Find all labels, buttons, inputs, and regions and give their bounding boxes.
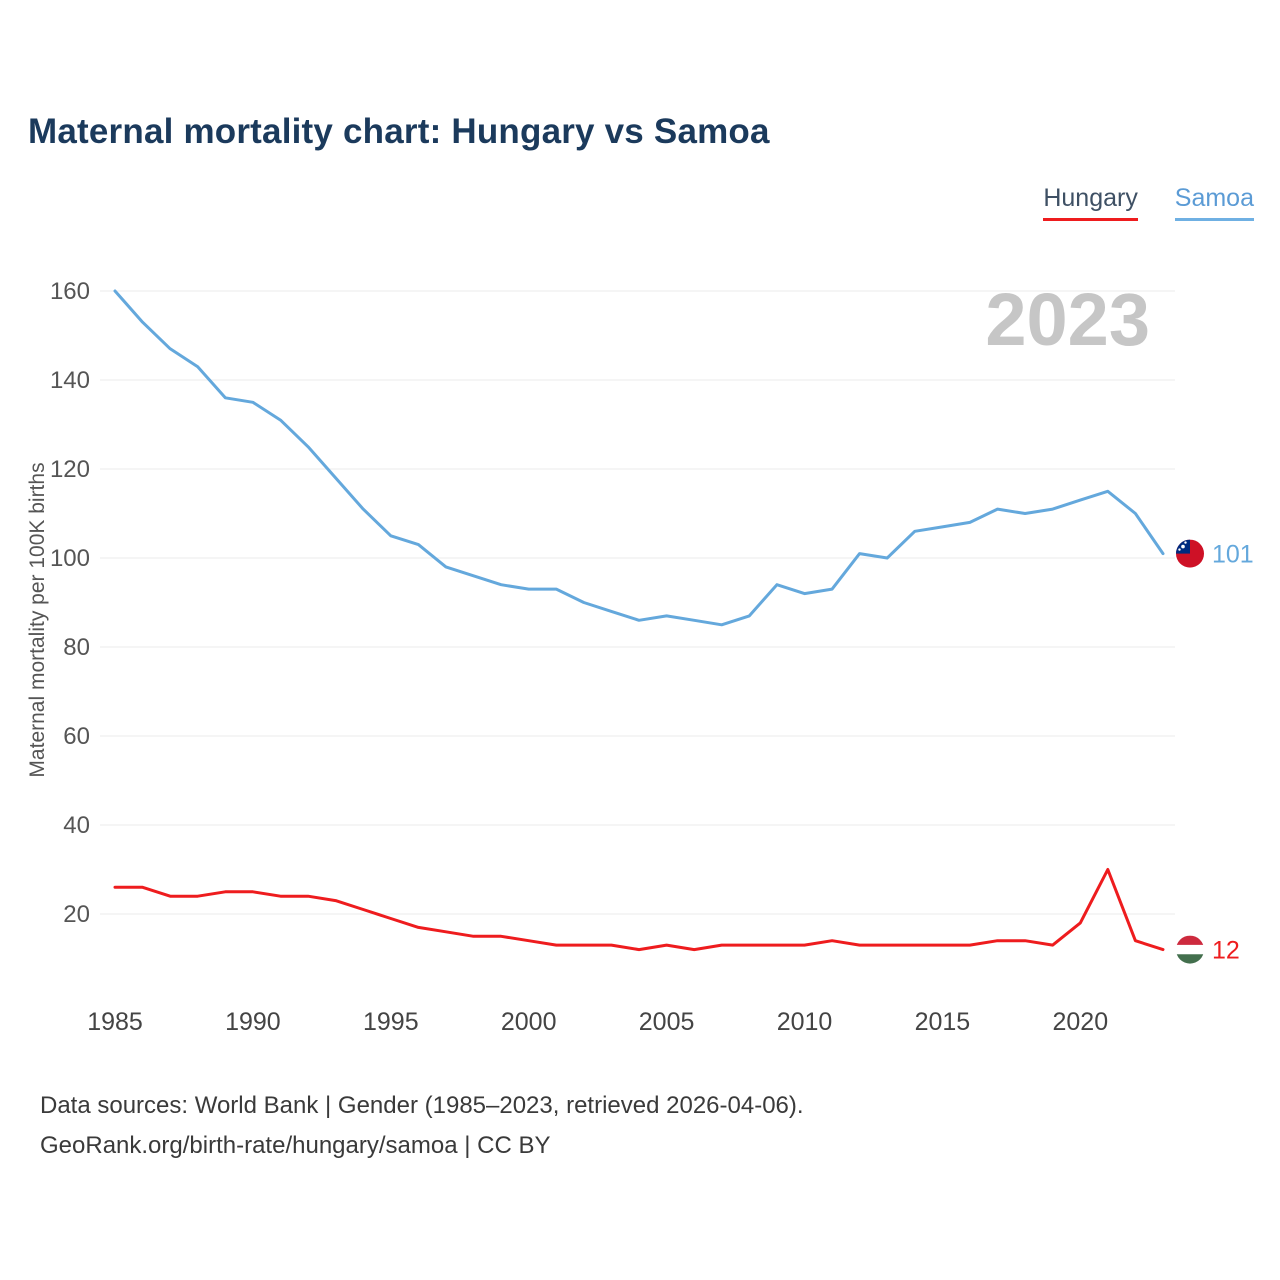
footer-sources: Data sources: World Bank | Gender (1985–… <box>40 1092 804 1119</box>
footer-attribution: GeoRank.org/birth-rate/hungary/samoa | C… <box>40 1132 551 1159</box>
x-tick-label: 2020 <box>1052 1008 1108 1036</box>
hungary-end-value: 12 <box>1212 937 1240 965</box>
watermark-year: 2023 <box>985 278 1150 361</box>
line-chart: 20 40 60 80 100 120 140 160 2023 1985 1990 1995 2000… <box>0 230 1280 1070</box>
y-tick-label: 100 <box>50 545 90 572</box>
hungary-line <box>113 868 1165 952</box>
y-axis-label: Maternal mortality per 100K births <box>26 462 49 777</box>
samoa-flag-icon <box>1176 539 1204 568</box>
samoa-line <box>113 289 1165 627</box>
x-tick-label: 2005 <box>639 1008 695 1036</box>
y-tick-label: 80 <box>63 634 90 661</box>
x-tick-label: 2000 <box>501 1008 557 1036</box>
footer: Data sources: World Bank | Gender (1985–… <box>40 1086 804 1166</box>
x-tick-label: 1985 <box>87 1008 143 1036</box>
hungary-flag-icon <box>1176 935 1204 964</box>
chart-title: Maternal mortality chart: Hungary vs Sam… <box>28 112 770 151</box>
y-tick-label: 140 <box>50 367 90 394</box>
y-tick-label: 60 <box>63 723 90 750</box>
legend-item-samoa[interactable]: Samoa <box>1174 184 1254 221</box>
x-tick-label: 2015 <box>915 1008 971 1036</box>
x-tick-label: 2010 <box>777 1008 833 1036</box>
y-tick-label: 40 <box>63 812 90 839</box>
y-tick-label: 120 <box>50 456 90 483</box>
chart-svg: 20 40 60 80 100 120 140 160 2023 1985 1990 1995 2000… <box>26 278 1254 1036</box>
x-tick-label: 1990 <box>225 1008 281 1036</box>
y-tick-label: 160 <box>50 278 90 305</box>
x-tick-label: 1995 <box>363 1008 419 1036</box>
legend: Hungary Samoa <box>1013 184 1254 221</box>
y-tick-label: 20 <box>63 901 90 928</box>
legend-item-hungary[interactable]: Hungary <box>1043 184 1138 221</box>
samoa-end-value: 101 <box>1212 541 1254 569</box>
